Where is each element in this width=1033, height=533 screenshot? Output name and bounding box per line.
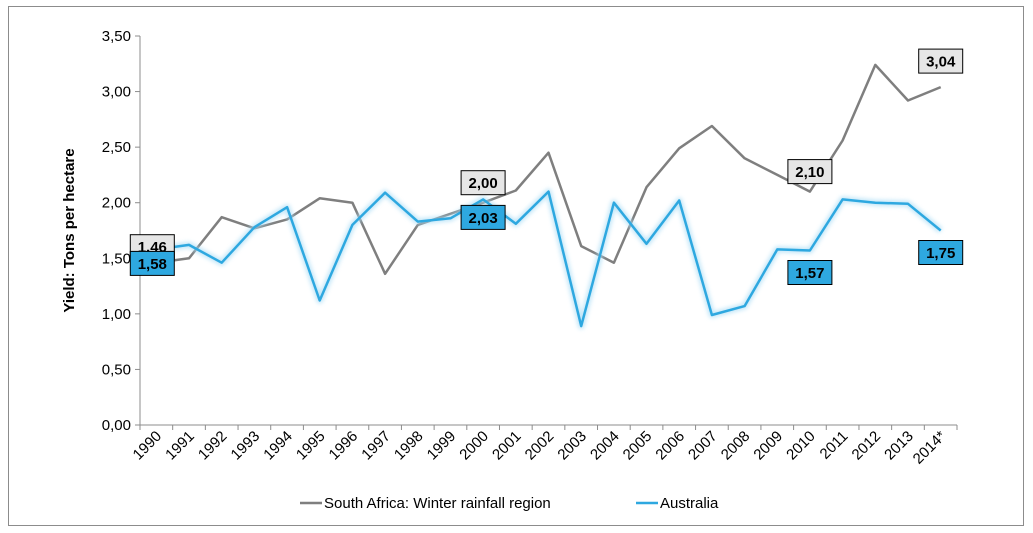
x-tick-label: 2008 — [718, 428, 754, 464]
x-tick-label: 2000 — [456, 428, 492, 464]
data-label-box — [460, 170, 506, 196]
y-tick-label: 0,00 — [102, 417, 131, 434]
chart-frame — [8, 6, 1024, 526]
data-label: 2,10 — [795, 164, 824, 181]
series-lines — [155, 63, 943, 330]
y-tick-label: 3,00 — [102, 84, 131, 101]
x-tick-label: 1999 — [424, 428, 460, 464]
x-tick-label: 2006 — [652, 428, 688, 464]
data-label: 2,00 — [468, 175, 497, 192]
data-label-box — [787, 260, 833, 285]
y-tick-label: 1,50 — [102, 250, 131, 267]
x-tick-label: 2001 — [489, 428, 525, 464]
y-tick-label: 2,50 — [102, 139, 131, 156]
data-labels: 1,462,002,103,041,582,031,571,75 — [129, 48, 964, 285]
data-label: 3,04 — [926, 54, 956, 71]
x-tick-label: 2007 — [685, 428, 721, 464]
data-label: 2,03 — [468, 210, 497, 227]
x-tick-label: 1996 — [326, 428, 362, 464]
data-label-box — [129, 250, 175, 276]
x-tick-label: 1998 — [391, 428, 427, 464]
legend-entry: Australia — [660, 495, 719, 512]
data-label: 1,57 — [795, 265, 824, 282]
x-tick-label: 2004 — [587, 428, 623, 464]
x-tick-label: 2009 — [750, 428, 786, 464]
x-tick-label: 1997 — [358, 428, 394, 464]
y-tick-label: 1,00 — [102, 306, 131, 323]
x-tick-label: 1995 — [293, 428, 329, 464]
x-tick-label: 1990 — [130, 428, 166, 464]
x-tick-label: 2011 — [817, 428, 852, 463]
x-tick-label: 2003 — [554, 428, 590, 464]
series-line-australia — [156, 190, 942, 328]
y-tick-label: 0,50 — [102, 361, 131, 378]
series-glow-australia — [155, 188, 943, 330]
x-tick-label: 2014* — [910, 428, 950, 468]
legend: South Africa: Winter rainfall region Aust… — [300, 495, 719, 512]
x-tick-label: 1994 — [260, 428, 296, 464]
series-line-south-africa — [156, 63, 942, 276]
x-tick-label: 2012 — [849, 428, 885, 464]
x-tick-label: 1991 — [162, 428, 198, 464]
data-label: 1,58 — [138, 256, 167, 273]
x-tick-label: 1993 — [228, 428, 264, 464]
data-label-box — [918, 240, 964, 265]
data-label-box — [918, 48, 964, 74]
x-tick-label: 2005 — [620, 428, 656, 464]
x-tick-label: 2002 — [522, 428, 558, 464]
data-label-box — [787, 159, 833, 185]
legend-entry: South Africa: Winter rainfall region — [324, 495, 551, 512]
data-label: 1,75 — [926, 245, 955, 262]
data-label-box — [460, 204, 506, 230]
y-tick-label: 2,00 — [102, 195, 131, 212]
y-axis-title: Yield: Tons per hectare — [61, 148, 78, 312]
y-tick-label: 3,50 — [102, 28, 131, 45]
x-tick-label: 1992 — [195, 428, 231, 464]
x-tick-label: 2010 — [783, 428, 819, 464]
